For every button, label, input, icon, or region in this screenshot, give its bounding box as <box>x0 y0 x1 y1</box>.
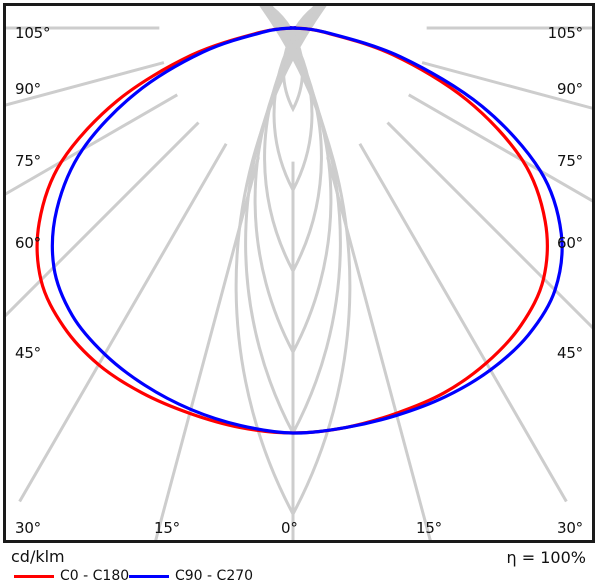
legend-label-c0-c180: C0 - C180 <box>60 568 130 584</box>
angle-label-left-105: 105° <box>15 24 51 42</box>
legend-swatch-c0-c180 <box>14 574 54 578</box>
angle-label-left-60: 60° <box>15 234 41 252</box>
chart-plot-frame: 105° 90° 75° 60° 45° 30° 105° 90° 75° 60… <box>3 3 595 543</box>
angle-label-bottom-0: 0° <box>281 519 298 537</box>
angle-label-left-45: 45° <box>15 344 41 362</box>
legend-item-c90-c270: C90 - C270 <box>129 568 253 584</box>
angle-label-bottom-15-left: 15° <box>154 519 180 537</box>
angle-label-right-60: 60° <box>557 234 583 252</box>
polar-grid-and-curves <box>6 6 592 540</box>
legend-swatch-c90-c270 <box>129 574 169 578</box>
angle-label-left-90: 90° <box>15 80 41 98</box>
angle-label-bottom-15-right: 15° <box>416 519 442 537</box>
angle-label-right-105: 105° <box>547 24 584 42</box>
chart-legend-bar: cd/klm η = 100% C0 - C180 C90 - C270 <box>0 546 600 588</box>
legend-item-c0-c180: C0 - C180 <box>14 568 129 584</box>
angle-label-left-75: 75° <box>15 152 41 170</box>
distribution-curves <box>35 26 564 435</box>
angle-label-left-30: 30° <box>15 519 41 537</box>
angle-label-right-90: 90° <box>557 80 583 98</box>
angle-label-right-30: 30° <box>557 519 583 537</box>
polar-gridlines <box>6 6 592 540</box>
legend-label-c90-c270: C90 - C270 <box>175 568 254 584</box>
efficiency-label: η = 100% <box>506 548 586 567</box>
unit-label: cd/klm <box>11 547 65 566</box>
angle-label-right-45: 45° <box>557 344 583 362</box>
curve-c90-c270 <box>50 26 564 435</box>
angle-label-right-75: 75° <box>557 152 583 170</box>
